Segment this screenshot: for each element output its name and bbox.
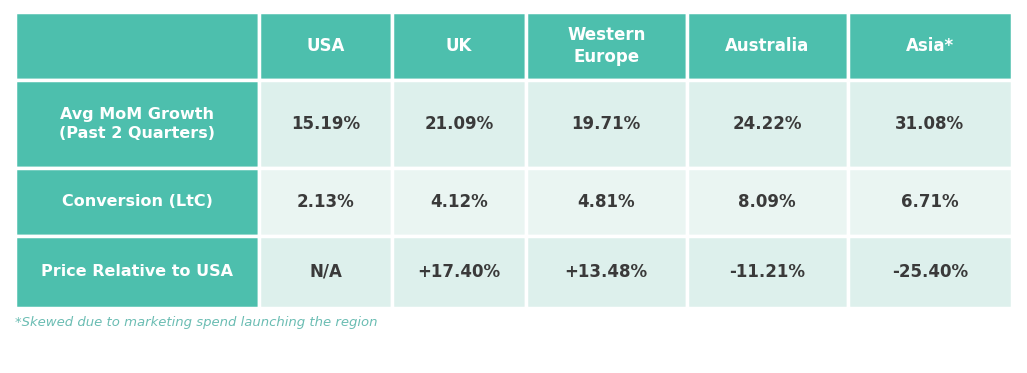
Bar [259,236,392,308]
Bar [847,80,1012,168]
Text: N/A: N/A [309,263,342,281]
Text: Asia*: Asia* [906,37,954,55]
Text: 19.71%: 19.71% [572,115,641,133]
Text: +13.48%: +13.48% [565,263,648,281]
Text: Avg MoM Growth
(Past 2 Quarters): Avg MoM Growth (Past 2 Quarters) [60,107,215,141]
Text: -11.21%: -11.21% [729,263,805,281]
Text: *Skewed due to marketing spend launching the region: *Skewed due to marketing spend launching… [15,316,378,329]
Bar [259,12,392,80]
Bar [259,80,392,168]
Bar [847,168,1012,236]
Bar [392,236,526,308]
Bar [687,168,847,236]
Text: UK: UK [446,37,472,55]
Text: USA: USA [307,37,345,55]
Text: Western
Europe: Western Europe [567,25,645,66]
Text: Conversion (LtC): Conversion (LtC) [62,194,213,210]
Text: 6.71%: 6.71% [901,193,958,211]
Bar [526,168,687,236]
Text: 4.12%: 4.12% [430,193,488,211]
Text: -25.40%: -25.40% [891,263,967,281]
Bar [526,80,687,168]
Bar [15,168,259,236]
Text: 8.09%: 8.09% [738,193,796,211]
Text: 24.22%: 24.22% [732,115,802,133]
Bar [392,80,526,168]
Bar [15,236,259,308]
Bar [15,80,259,168]
Text: 2.13%: 2.13% [297,193,354,211]
Text: 31.08%: 31.08% [896,115,964,133]
Bar [526,236,687,308]
Bar [392,168,526,236]
Bar [15,12,259,80]
Text: Price Relative to USA: Price Relative to USA [41,264,233,279]
Bar [259,168,392,236]
Bar [687,236,847,308]
Text: Australia: Australia [725,37,809,55]
Bar [687,80,847,168]
Bar [526,12,687,80]
Text: +17.40%: +17.40% [418,263,500,281]
Text: 4.81%: 4.81% [577,193,635,211]
Bar [687,12,847,80]
Bar [847,236,1012,308]
Bar [392,12,526,80]
Text: 21.09%: 21.09% [424,115,494,133]
Text: 15.19%: 15.19% [292,115,360,133]
Bar [847,12,1012,80]
